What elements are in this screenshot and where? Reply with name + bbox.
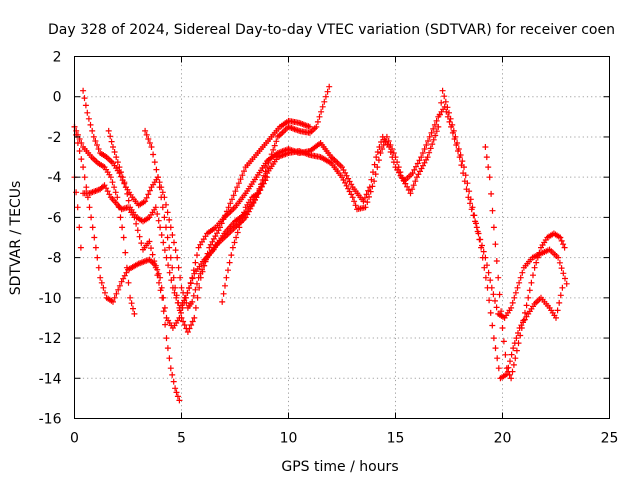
x-tick-label: 10 bbox=[280, 431, 298, 447]
series-marker-path bbox=[142, 117, 313, 335]
series-marker-path bbox=[105, 103, 570, 321]
grid-lines bbox=[74, 56, 610, 419]
y-tick-label: -12 bbox=[39, 331, 62, 347]
chart-title: Day 328 of 2024, Sidereal Day-to-day VTE… bbox=[48, 22, 615, 38]
x-axis-label: GPS time / hours bbox=[281, 459, 398, 475]
axis-ticks: 0 5 10 15 20 25 -16 -14 -12 -10 -8 -6 -4 -2 0 2 bbox=[39, 50, 619, 447]
plot-frame bbox=[74, 56, 610, 419]
series-track-6 bbox=[142, 117, 313, 335]
series-marker-path bbox=[219, 174, 271, 305]
y-tick-label: -2 bbox=[48, 130, 62, 146]
y-tick-label: -10 bbox=[39, 291, 62, 307]
series-track-1 bbox=[71, 174, 183, 404]
series-marker-path bbox=[482, 144, 568, 382]
y-tick-label: -6 bbox=[48, 210, 62, 226]
y-tick-label: 2 bbox=[53, 50, 62, 66]
series-track-4 bbox=[105, 103, 570, 321]
x-tick-label: 20 bbox=[494, 431, 512, 447]
series-track-8 bbox=[219, 174, 271, 305]
series-marker-path bbox=[71, 174, 183, 404]
series-track-7 bbox=[482, 144, 568, 382]
x-tick-label: 0 bbox=[70, 431, 79, 447]
series-marker-path bbox=[80, 83, 333, 311]
x-tick-label: 5 bbox=[177, 431, 186, 447]
series-track-3 bbox=[80, 83, 333, 311]
y-tick-label: -16 bbox=[39, 412, 62, 428]
y-axis-label: SDTVAR / TECUs bbox=[8, 181, 24, 296]
y-tick-label: 0 bbox=[53, 90, 62, 106]
x-tick-label: 25 bbox=[601, 431, 619, 447]
y-tick-label: -14 bbox=[39, 371, 62, 387]
data-marks bbox=[71, 83, 570, 404]
y-tick-label: -8 bbox=[48, 251, 62, 267]
y-tick-label: -4 bbox=[48, 170, 62, 186]
x-tick-label: 15 bbox=[387, 431, 405, 447]
